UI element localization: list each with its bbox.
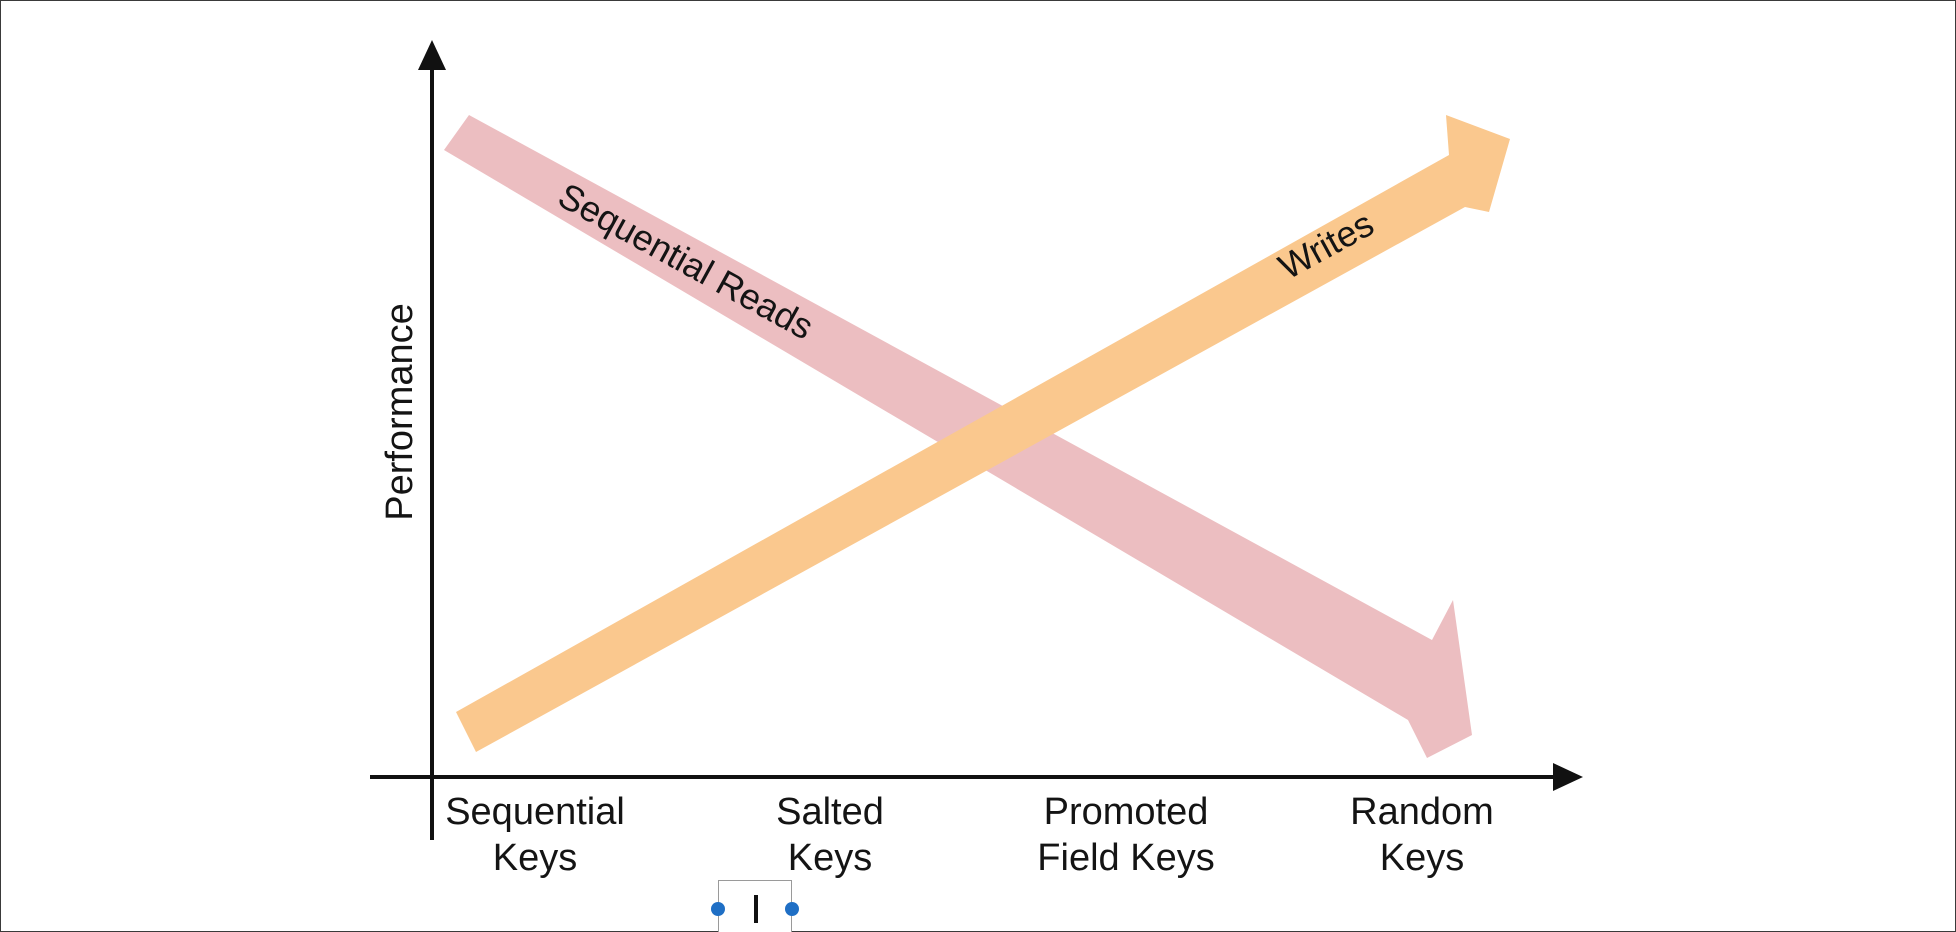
x-axis-arrowhead	[1553, 763, 1583, 791]
left-resize-dot-icon[interactable]	[711, 902, 725, 916]
x-tick-label-line2: Keys	[493, 837, 577, 879]
y-axis-label: Performance	[379, 303, 421, 521]
x-tick-label-salted-keys: Salted Keys	[776, 791, 884, 879]
caption-resize-handle[interactable]	[711, 880, 799, 932]
writes-arrow-shape	[456, 115, 1510, 752]
text-cursor-icon	[754, 895, 758, 923]
x-tick-label-sequential-keys: Sequential Keys	[445, 791, 625, 879]
y-axis	[418, 40, 446, 840]
x-tick-label-line2: Field Keys	[1037, 837, 1214, 879]
x-tick-label-line1: Sequential	[445, 791, 625, 833]
y-axis-arrowhead	[418, 40, 446, 70]
right-resize-dot-icon[interactable]	[785, 902, 799, 916]
x-tick-label-line2: Keys	[1380, 837, 1464, 879]
x-tick-label-line2: Keys	[788, 837, 872, 879]
x-tick-label-promoted-field-keys: Promoted Field Keys	[1037, 791, 1214, 879]
x-tick-label-line1: Promoted	[1044, 791, 1209, 833]
x-tick-label-line1: Salted	[776, 791, 884, 833]
x-axis	[370, 763, 1583, 791]
x-tick-label-line1: Random	[1350, 791, 1494, 833]
x-tick-label-random-keys: Random Keys	[1350, 791, 1494, 879]
sequential-reads-label: Sequential Reads	[552, 175, 821, 348]
